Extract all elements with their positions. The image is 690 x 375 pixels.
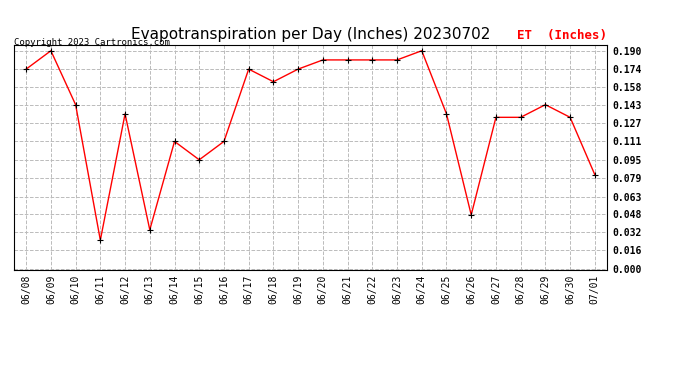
Title: Evapotranspiration per Day (Inches) 20230702: Evapotranspiration per Day (Inches) 2023… xyxy=(131,27,490,42)
Text: ET  (Inches): ET (Inches) xyxy=(518,29,607,42)
Text: Copyright 2023 Cartronics.com: Copyright 2023 Cartronics.com xyxy=(14,38,170,47)
